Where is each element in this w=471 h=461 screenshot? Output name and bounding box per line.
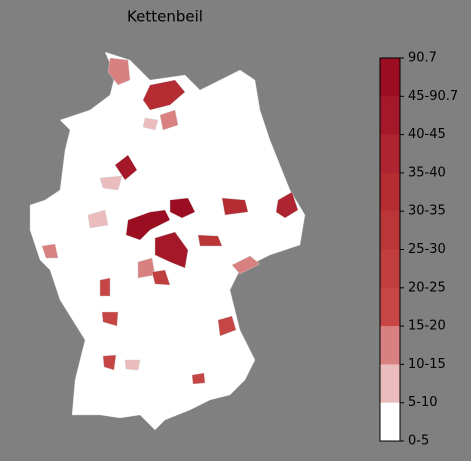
region: [275, 191, 299, 219]
colorbar-label: 25-30: [408, 242, 446, 257]
colorbar-label: 45-90.7: [408, 89, 458, 104]
region: [151, 269, 171, 286]
region: [101, 311, 119, 327]
colorbar-segment: [380, 402, 400, 442]
colorbar-label: 15-20: [408, 319, 446, 334]
region: [99, 175, 123, 191]
region: [107, 57, 131, 86]
region: [231, 255, 261, 275]
colorbar-segment: [380, 326, 400, 365]
map-title: Kettenbeil: [127, 8, 203, 26]
colorbar-label: 35-40: [408, 165, 446, 180]
region: [124, 359, 141, 371]
colorbar-segment: [380, 172, 400, 212]
region: [41, 243, 59, 259]
colorbar-segment: [380, 364, 400, 404]
region: [114, 154, 138, 181]
region: [159, 109, 179, 131]
colorbar-segment: [380, 96, 400, 136]
region: [125, 209, 171, 241]
colorbar-segment: [380, 211, 400, 250]
colorbar-label: 90.7: [408, 51, 437, 66]
region: [99, 277, 111, 297]
colorbar-segment: [380, 287, 400, 327]
region: [221, 197, 249, 216]
region: [142, 79, 186, 111]
colorbar-label: 5-10: [408, 395, 438, 410]
colorbar-label: 30-35: [408, 204, 446, 219]
colorbar: 90.7 45-90.7 40-45 35-40 30-35 25-30 20-25 15-2…: [379, 51, 458, 449]
colorbar-label: 40-45: [408, 127, 446, 142]
region: [217, 315, 237, 337]
region: [142, 117, 159, 131]
region: [102, 354, 117, 371]
colorbar-segment: [380, 134, 400, 174]
germany-map: [29, 51, 306, 431]
region: [154, 231, 189, 269]
colorbar-label: 20-25: [408, 280, 446, 295]
region: [191, 372, 206, 385]
colorbar-label: 0-5: [408, 434, 429, 449]
region: [87, 209, 109, 229]
region: [169, 197, 196, 219]
region: [197, 234, 223, 247]
colorbar-label: 10-15: [408, 357, 446, 372]
colorbar-segment: [380, 249, 400, 289]
colorbar-segment: [380, 58, 400, 97]
